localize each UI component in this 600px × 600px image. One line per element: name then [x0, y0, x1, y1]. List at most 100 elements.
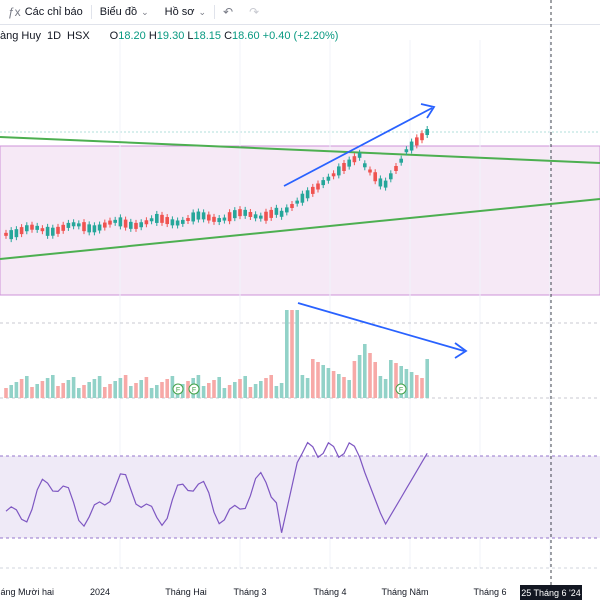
candle-body	[14, 229, 19, 238]
candle-body	[118, 217, 123, 227]
candle-body	[290, 204, 294, 208]
candle-body	[222, 217, 227, 221]
candle-body	[326, 176, 331, 181]
candle-body	[311, 186, 315, 194]
volume-bar	[300, 375, 305, 398]
candle-body	[389, 173, 393, 180]
indicators-button[interactable]: ƒx Các chỉ báo	[0, 0, 91, 24]
volume-bar	[155, 385, 159, 398]
candle-body	[181, 219, 185, 224]
chart-type-button[interactable]: Biểu đồ ⌄	[92, 0, 157, 24]
rsi-band	[0, 456, 600, 538]
candle-body	[56, 226, 60, 234]
volume-bar	[56, 386, 60, 398]
candle-body	[103, 222, 107, 228]
chevron-down-icon: ⌄	[198, 6, 207, 17]
candle-body	[357, 152, 362, 158]
candle-body	[420, 133, 424, 141]
volume-bar	[290, 310, 294, 398]
candle-body	[129, 221, 133, 229]
candle-body	[300, 193, 305, 203]
volume-bar	[321, 365, 325, 398]
chart-type-label: Biểu đồ	[99, 6, 138, 18]
volume-bar	[25, 376, 29, 398]
volume-bar	[295, 310, 299, 398]
candle-body	[243, 209, 247, 216]
candle-body	[175, 220, 180, 226]
volume-bar	[61, 383, 65, 398]
volume-bar	[30, 387, 34, 398]
undo-button[interactable]: ↶	[215, 0, 241, 24]
interval-label[interactable]: 1D	[46, 30, 62, 42]
candle-body	[82, 222, 86, 232]
x-axis-label: Tháng 6	[473, 587, 506, 597]
candle-body	[394, 166, 398, 171]
candle-body	[30, 224, 34, 230]
candle-body	[285, 207, 289, 213]
volume-bar	[373, 362, 377, 398]
candle-body	[25, 225, 29, 232]
volume-bar	[394, 363, 398, 398]
candle-body	[295, 200, 299, 204]
candle-body	[66, 222, 71, 228]
candle-body	[97, 224, 102, 231]
candle-body	[165, 217, 169, 225]
earnings-marker-label: F	[192, 387, 196, 394]
candle-body	[113, 219, 117, 223]
volume-bar	[222, 388, 227, 398]
candle-body	[227, 212, 232, 222]
volume-bar	[97, 376, 102, 398]
volume-bar	[420, 378, 424, 398]
candlesticks	[4, 126, 429, 243]
candle-body	[87, 224, 91, 233]
earnings-marker-label: F	[176, 387, 180, 394]
volume-bar	[264, 378, 268, 398]
profile-button[interactable]: Hồ sơ ⌄	[157, 0, 214, 24]
volume-bar	[144, 377, 149, 398]
x-axis-labels: Tháng Mười hai 2024 Tháng Hai Tháng 3 Tháng …	[0, 587, 507, 597]
volume-bar	[35, 384, 39, 398]
volume-bar	[66, 380, 71, 398]
x-axis-label: 2024	[90, 587, 110, 597]
candle-body	[9, 230, 13, 240]
candle-body	[201, 212, 206, 220]
volume-bar	[165, 379, 169, 398]
volume-bar	[415, 375, 419, 398]
uptrend-arrow[interactable]	[283, 103, 436, 187]
lower-trendline[interactable]	[0, 198, 600, 260]
volume-bar	[103, 387, 107, 398]
chevron-down-icon: ⌄	[141, 6, 149, 17]
candle-body	[139, 222, 143, 228]
candle-body	[409, 141, 414, 151]
x-axis-label: Tháng Hai	[165, 587, 207, 597]
candle-body	[155, 213, 159, 223]
candle-body	[305, 190, 310, 199]
volume-bar	[149, 388, 154, 398]
volume-bar	[316, 362, 320, 398]
volume-bar	[285, 310, 289, 398]
upper-trendline[interactable]	[0, 136, 600, 164]
candle-body	[378, 178, 383, 187]
symbol-name[interactable]: àng Huy	[0, 30, 41, 42]
candle-body	[352, 156, 357, 163]
volume-bar	[113, 381, 117, 398]
volume-bar	[108, 384, 112, 398]
volume-bar	[45, 378, 50, 398]
candle-body	[279, 210, 284, 217]
volume-bar	[352, 361, 357, 398]
volume-bar	[337, 374, 341, 398]
volume-bar	[253, 384, 258, 398]
indicators-label: Các chỉ báo	[24, 6, 83, 18]
volume-down-arrow[interactable]	[297, 302, 468, 359]
candle-body	[233, 210, 237, 219]
x-axis-label: Tháng 4	[313, 587, 346, 597]
volume-bar	[326, 368, 331, 398]
candle-body	[191, 212, 195, 222]
candle-body	[51, 227, 55, 236]
volume-bar	[227, 385, 232, 398]
volume-bar	[389, 360, 393, 398]
x-axis-label: Tháng 3	[233, 587, 266, 597]
redo-button[interactable]: ↷	[241, 0, 267, 24]
